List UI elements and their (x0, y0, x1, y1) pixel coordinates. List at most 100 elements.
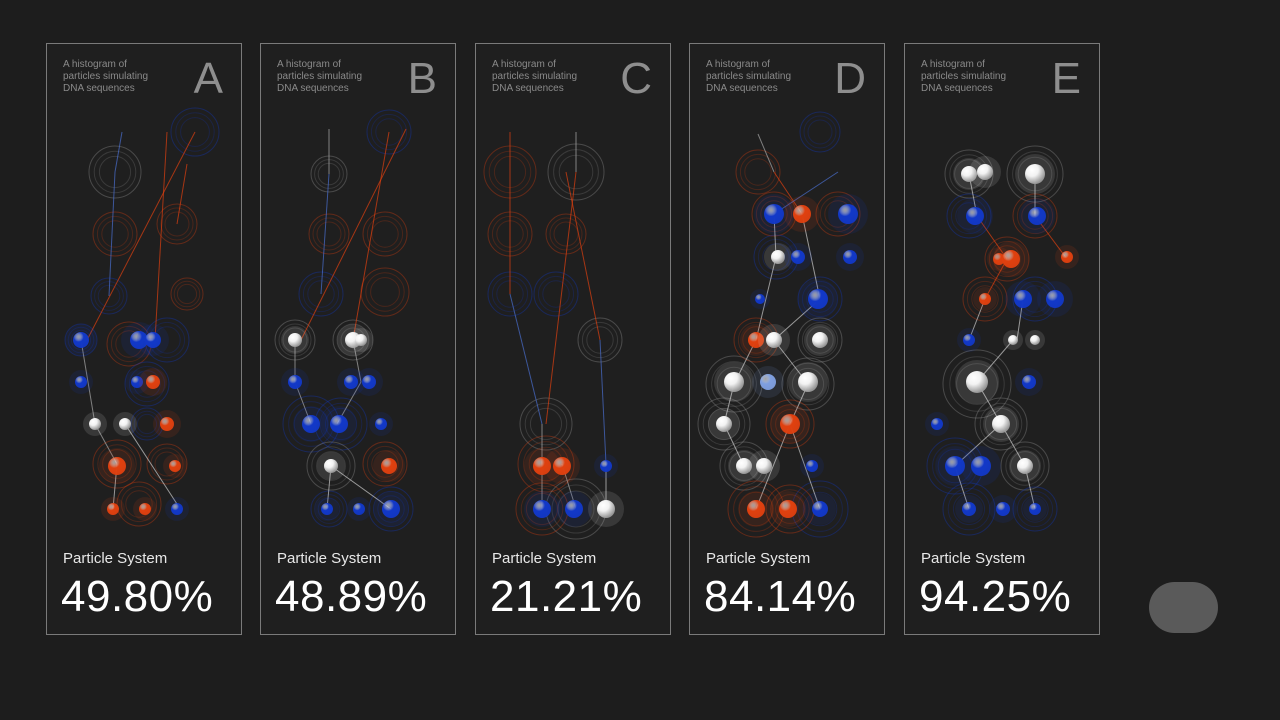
particle-node (533, 457, 551, 475)
ring (770, 404, 810, 444)
ring (545, 213, 587, 255)
particle-system-percentage: 49.80% (61, 572, 214, 621)
ring (308, 213, 350, 255)
connector-line (300, 128, 407, 341)
ring (711, 361, 757, 407)
ring (533, 271, 579, 317)
particle-node (1002, 250, 1020, 268)
particle-node (747, 500, 765, 518)
particle-node (963, 334, 975, 346)
particle-node (843, 250, 857, 264)
particle-node (1008, 335, 1018, 345)
connector-line (545, 171, 577, 425)
panel-letter: B (407, 54, 437, 103)
particle-node (73, 332, 89, 348)
particle-node (1014, 290, 1032, 308)
connector-line (565, 171, 601, 341)
ring (529, 407, 563, 441)
particle-system-percentage: 84.14% (704, 572, 857, 621)
ring (966, 280, 1004, 318)
ring (806, 285, 834, 313)
ring (577, 317, 623, 363)
ring (801, 321, 839, 359)
ring (319, 402, 363, 446)
panel-b: A histogram of particles simulating DNA … (260, 43, 456, 635)
ring (946, 193, 992, 239)
ring (302, 275, 340, 313)
particle-visualization (483, 132, 624, 540)
particle-node (330, 415, 348, 433)
ring (517, 435, 575, 493)
particle-node (382, 500, 400, 518)
connector-line (94, 423, 118, 465)
particle-node (979, 293, 991, 305)
panel-letter: C (620, 54, 652, 103)
ring (775, 409, 805, 439)
particle-node (780, 414, 800, 434)
ring (733, 486, 779, 532)
ring (979, 402, 1023, 446)
ring (128, 365, 166, 403)
particle-node (736, 458, 752, 474)
ring (971, 285, 999, 313)
ring (365, 272, 405, 312)
particle-system-label: Particle System (492, 550, 597, 567)
connector-line (755, 256, 777, 341)
ring (988, 240, 1026, 278)
particle-node (288, 333, 302, 347)
particle-node (321, 503, 333, 515)
ring (803, 115, 837, 149)
connector-line (755, 423, 791, 510)
panel-d: A histogram of particles simulating DNA … (689, 43, 885, 635)
particle-node (145, 332, 161, 348)
ring (70, 329, 92, 351)
particle-node (160, 417, 174, 431)
connector-line (801, 213, 821, 300)
ring (332, 319, 374, 361)
panel-letter: A (193, 54, 223, 103)
ring (755, 195, 793, 233)
ring (519, 397, 573, 451)
particle-node (748, 332, 764, 348)
ring (136, 413, 158, 435)
ring (1005, 446, 1045, 486)
ring (375, 118, 403, 146)
particle-node (977, 164, 993, 180)
ring (762, 243, 790, 271)
ring (765, 399, 815, 449)
ring (944, 149, 994, 199)
particle-system-label: Particle System (921, 550, 1026, 567)
particle-node (756, 458, 772, 474)
ring (116, 481, 162, 527)
panel-caption: A histogram of particles simulating DNA … (492, 59, 578, 94)
ring (775, 494, 805, 524)
ring (942, 482, 996, 536)
ring (791, 367, 825, 401)
particle-node (381, 458, 397, 474)
particle-node (1028, 207, 1046, 225)
particle-node (169, 460, 181, 472)
ring (67, 326, 95, 354)
ring (90, 277, 128, 315)
panel-letter: E (1051, 54, 1081, 103)
ring (88, 145, 142, 199)
connector-line (976, 215, 1008, 260)
ring (97, 284, 121, 308)
ring (984, 407, 1018, 441)
ring (94, 281, 124, 311)
ring (952, 492, 986, 526)
connector-line (599, 339, 607, 465)
ring (799, 111, 841, 153)
particle-node (966, 207, 984, 225)
connector-line (968, 298, 986, 341)
connector-line (954, 423, 1002, 467)
panel-c: A histogram of particles simulating DNA … (475, 43, 671, 635)
ring (366, 445, 404, 483)
ring (702, 402, 746, 446)
ring (180, 117, 210, 147)
toggle-button[interactable] (1149, 582, 1218, 633)
ring (942, 349, 1012, 419)
particle-node (119, 418, 131, 430)
particle-node (812, 332, 828, 348)
ring (947, 487, 991, 531)
